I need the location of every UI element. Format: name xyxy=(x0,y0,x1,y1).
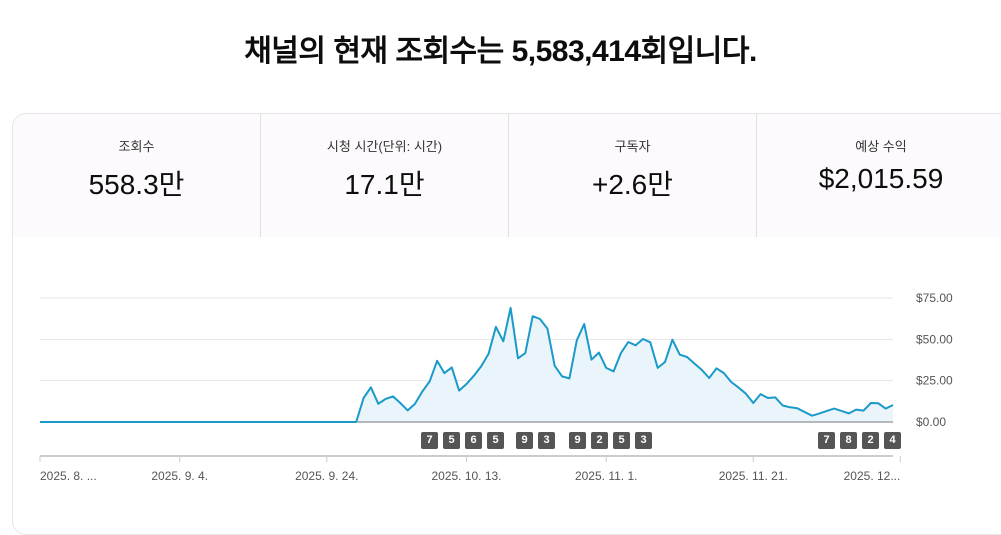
y-tick-label: $0.00 xyxy=(916,415,946,429)
video-marker-badge[interactable]: 3 xyxy=(538,432,555,449)
video-marker-badge[interactable]: 9 xyxy=(569,432,586,449)
video-marker-badge[interactable]: 6 xyxy=(465,432,482,449)
metric-value: 17.1만 xyxy=(344,169,425,200)
metric-value: $2,015.59 xyxy=(818,163,944,194)
x-tick-label: 2025. 12... xyxy=(844,469,901,483)
video-marker-badge[interactable]: 2 xyxy=(862,432,879,449)
page-title: 채널의 현재 조회수는 5,583,414회입니다. xyxy=(244,35,757,68)
metric-label: 조회수 xyxy=(118,139,155,154)
video-marker-badge[interactable]: 5 xyxy=(443,432,460,449)
x-tick-label: 2025. 9. 4. xyxy=(151,469,208,483)
video-marker-badge[interactable]: 5 xyxy=(613,432,630,449)
revenue-line xyxy=(40,306,894,423)
metric-label: 시청 시간(단위: 시간) xyxy=(326,139,443,154)
metric-tab-views[interactable]: 조회수 558.3만 xyxy=(13,114,261,237)
video-marker-badge[interactable]: 7 xyxy=(818,432,835,449)
video-marker-badge[interactable]: 4 xyxy=(884,432,901,449)
x-tick-label: 2025. 11. 1. xyxy=(575,469,638,483)
y-tick-label: $75.00 xyxy=(916,291,953,305)
video-marker-badge[interactable]: 5 xyxy=(487,432,504,449)
video-marker-badge[interactable]: 7 xyxy=(421,432,438,449)
y-tick-label: $25.00 xyxy=(916,374,953,388)
metric-tab-subscribers[interactable]: 구독자 +2.6만 xyxy=(509,114,757,237)
x-tick-label: 2025. 10. 13. xyxy=(431,469,501,483)
metric-label: 구독자 xyxy=(614,139,651,154)
metric-value: 558.3만 xyxy=(88,169,185,200)
x-tick-label: 2025. 9. 24. xyxy=(295,469,358,483)
video-marker-badge[interactable]: 2 xyxy=(591,432,608,449)
x-tick-label: 2025. 11. 21. xyxy=(719,469,788,483)
metric-tabs: 조회수 558.3만 시청 시간(단위: 시간) 17.1만 구독자 +2.6만 예상… xyxy=(13,114,1001,237)
metric-tab-watch-time[interactable]: 시청 시간(단위: 시간) 17.1만 xyxy=(261,114,509,237)
revenue-chart: $0.00 $25.00 $50.00 $75.00 2025. 8. ... 2025.… xyxy=(39,291,953,483)
y-tick-label: $50.00 xyxy=(916,332,953,346)
area-fill xyxy=(40,307,893,422)
video-marker-badge[interactable]: 8 xyxy=(840,432,857,449)
metric-value: +2.6만 xyxy=(591,169,674,200)
metric-label: 예상 수익 xyxy=(855,139,907,154)
x-tick-label: 2025. 8. ... xyxy=(40,469,97,483)
video-marker-badge[interactable]: 3 xyxy=(635,432,652,449)
video-marker-badge[interactable]: 9 xyxy=(516,432,533,449)
metric-tab-revenue[interactable]: 예상 수익 $2,015.59 xyxy=(757,114,1001,237)
